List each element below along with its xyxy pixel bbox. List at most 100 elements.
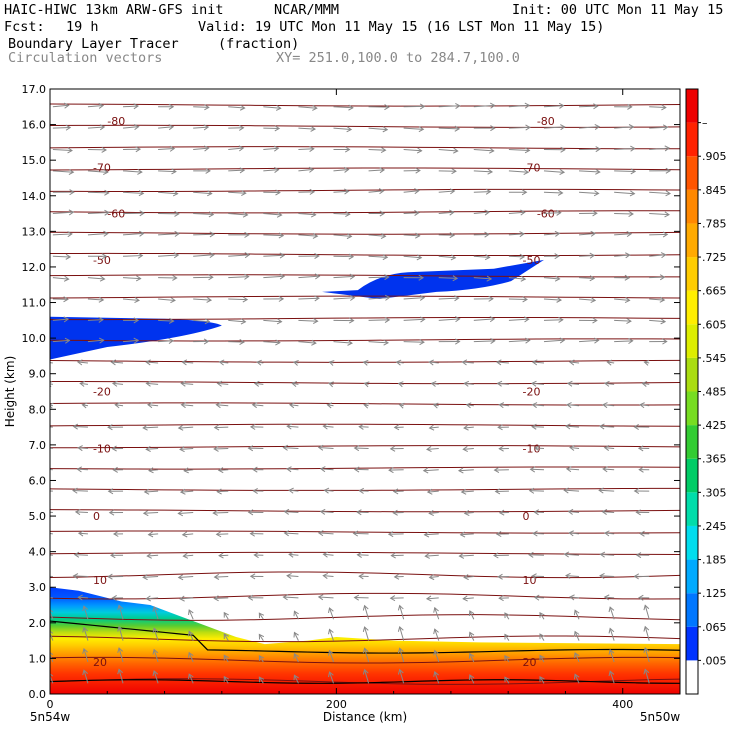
wind-vector-head bbox=[397, 604, 404, 611]
wind-vector-shaft bbox=[473, 170, 493, 173]
wind-vector-shaft bbox=[579, 105, 598, 108]
wind-vector-shaft bbox=[579, 339, 599, 343]
wind-vector-head bbox=[177, 574, 184, 581]
wind-vector-shaft bbox=[579, 254, 595, 257]
temperature-contour-label: -20 bbox=[523, 386, 541, 399]
wind-vector-shaft bbox=[602, 404, 615, 407]
wind-vector-shaft bbox=[574, 674, 580, 684]
wind-vector-head bbox=[283, 530, 290, 537]
wind-vector-head bbox=[454, 125, 461, 132]
wind-vector-head bbox=[602, 402, 608, 409]
y-tick-label: 0.0 bbox=[29, 688, 47, 701]
wind-vector-shaft bbox=[52, 211, 74, 215]
wind-vector-head bbox=[135, 146, 142, 153]
wind-vector-shaft bbox=[469, 653, 475, 663]
wind-vector-shaft bbox=[146, 597, 159, 600]
colorbar-segment bbox=[686, 223, 698, 258]
wind-vector-head bbox=[179, 595, 185, 602]
wind-vector-head bbox=[146, 552, 152, 559]
wind-vector-head bbox=[50, 673, 54, 677]
wind-vector-head bbox=[38, 488, 42, 493]
wind-vector-head bbox=[416, 147, 423, 154]
wind-vector-head bbox=[395, 359, 402, 366]
wind-vector-head bbox=[249, 423, 256, 430]
wind-vector-shaft bbox=[188, 673, 194, 684]
wind-vector-head bbox=[606, 359, 613, 366]
wind-vector-shaft bbox=[228, 213, 248, 216]
theta-contour bbox=[50, 252, 680, 257]
wind-vector-head bbox=[188, 651, 194, 658]
wind-vector-shaft bbox=[228, 169, 245, 172]
overlay-name: Circulation vectors bbox=[8, 50, 163, 66]
wind-vector-head bbox=[326, 402, 333, 409]
y-tick-label: 9.0 bbox=[29, 368, 47, 381]
wind-vector-shaft bbox=[604, 532, 615, 535]
wind-vector-head bbox=[462, 595, 468, 602]
wind-vector-head bbox=[419, 294, 426, 301]
wind-vector-head bbox=[463, 380, 470, 387]
wind-vector-shaft bbox=[50, 631, 54, 641]
wind-vector-shaft bbox=[568, 511, 580, 513]
wind-vector-head bbox=[308, 166, 315, 173]
wind-vector-head bbox=[356, 509, 362, 516]
theta-contour bbox=[50, 571, 680, 579]
wind-vector-head bbox=[347, 339, 353, 346]
wind-vector-shaft bbox=[333, 127, 352, 131]
wind-vector-shaft bbox=[78, 447, 88, 449]
wind-vector-head bbox=[660, 252, 667, 259]
field-name: Boundary Layer Tracer bbox=[8, 36, 179, 52]
wind-vector-head bbox=[416, 254, 423, 261]
wind-vector-shaft bbox=[569, 532, 580, 535]
wind-vector-head bbox=[358, 573, 364, 580]
wind-vector-shaft bbox=[122, 232, 144, 236]
wind-vector-head bbox=[493, 552, 499, 559]
wind-vector-head bbox=[69, 189, 75, 196]
wind-vector-shaft bbox=[566, 468, 580, 471]
model-title: HAIC-HIWC 13km ARW-GFS init bbox=[4, 2, 224, 18]
wind-vector-head bbox=[147, 531, 154, 538]
wind-vector-head bbox=[188, 609, 194, 616]
wind-vector-shaft bbox=[293, 653, 299, 663]
wind-vector-shaft bbox=[158, 148, 175, 150]
wind-vector-head bbox=[168, 337, 175, 344]
theta-contour bbox=[50, 124, 680, 128]
wind-vector-shaft bbox=[323, 425, 334, 428]
wind-vector-head bbox=[664, 211, 670, 218]
wind-vector-head bbox=[528, 551, 534, 558]
wind-vector-head bbox=[101, 146, 108, 153]
wind-vector-shaft bbox=[52, 149, 73, 152]
wind-vector-shaft bbox=[118, 605, 124, 620]
wind-vector-head bbox=[258, 676, 265, 683]
wind-vector-head bbox=[253, 552, 259, 559]
wind-vector-head bbox=[498, 509, 505, 516]
wind-vector-head bbox=[309, 188, 316, 195]
wind-vector-head bbox=[243, 273, 250, 280]
wind-vector-shaft bbox=[158, 298, 176, 301]
y-tick-label: 15.0 bbox=[22, 154, 47, 167]
wind-vector-shaft bbox=[50, 610, 54, 620]
wind-vector-shaft bbox=[217, 490, 229, 493]
wind-vector-head bbox=[603, 380, 610, 387]
wind-vector-head bbox=[314, 273, 321, 280]
wind-vector-shaft bbox=[146, 361, 159, 364]
wind-vector-head bbox=[592, 317, 598, 324]
y-tick-label: 8.0 bbox=[29, 403, 47, 416]
wind-vector-shaft bbox=[614, 147, 635, 150]
wind-vector-shaft bbox=[252, 404, 264, 407]
wind-vector-shaft bbox=[508, 170, 529, 173]
y-tick-label: 4.0 bbox=[29, 546, 47, 559]
wind-vector-head bbox=[239, 104, 246, 111]
wind-vector-shaft bbox=[50, 653, 54, 663]
wind-vector-head bbox=[463, 424, 469, 431]
wind-vector-shaft bbox=[543, 319, 563, 321]
wind-vector-head bbox=[418, 126, 425, 133]
wind-vector-shaft bbox=[182, 533, 194, 536]
wind-vector-shaft bbox=[564, 489, 580, 492]
theta-contour bbox=[50, 188, 680, 192]
wind-vector-shaft bbox=[396, 361, 404, 364]
wind-vector-shaft bbox=[569, 446, 580, 449]
wind-vector-shaft bbox=[178, 576, 194, 579]
wind-vector-shaft bbox=[614, 170, 636, 172]
wind-vector-head bbox=[292, 359, 299, 366]
wind-vector-shaft bbox=[193, 298, 212, 301]
